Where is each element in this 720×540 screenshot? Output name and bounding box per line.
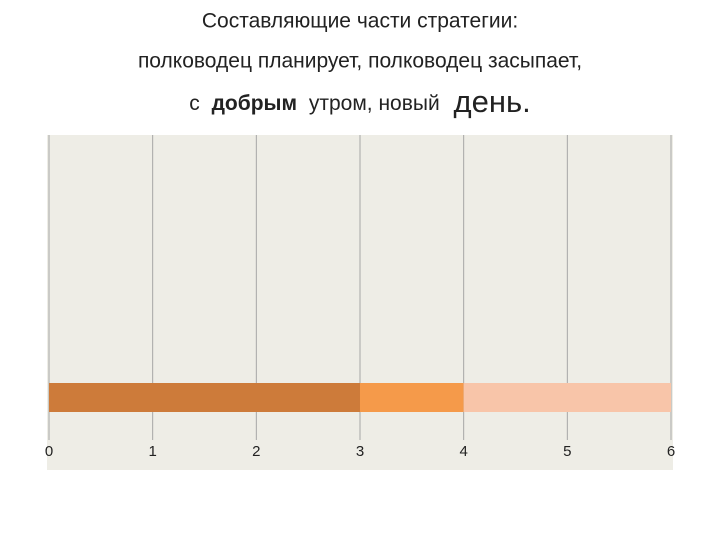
- x-tick-label: 0: [45, 443, 53, 460]
- x-tick-label: 2: [252, 443, 260, 460]
- x-tick-label: 3: [356, 443, 364, 460]
- chart-title-line: с добрым утром, новый день.: [189, 84, 531, 119]
- bar-segment: [49, 383, 360, 412]
- title-run: день.: [454, 84, 531, 119]
- title-run: с: [189, 92, 200, 115]
- x-tick-label: 5: [563, 443, 571, 460]
- x-tick-label: 1: [148, 443, 156, 460]
- bar-segment: [463, 383, 671, 412]
- title-run: добрым: [212, 92, 297, 115]
- x-tick-label: 6: [667, 443, 675, 460]
- bar-segment: [360, 383, 464, 412]
- x-tick-label: 4: [459, 443, 467, 460]
- title-run: утром, новый: [309, 92, 440, 115]
- chart-title-line: полководец планирует, полководец засыпае…: [138, 50, 582, 73]
- chart-title-line: Составляющие части стратегии:: [202, 10, 518, 33]
